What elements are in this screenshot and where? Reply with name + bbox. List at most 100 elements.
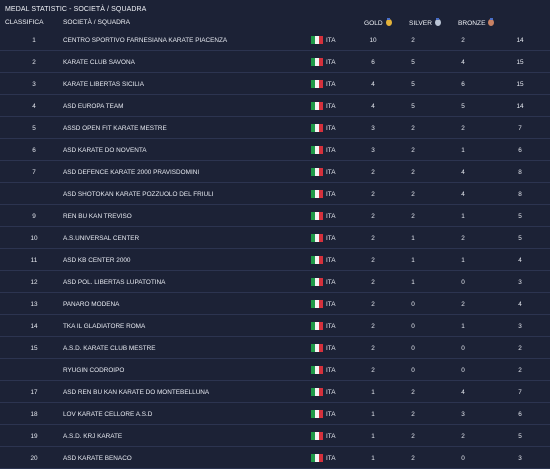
gold-count-cell: 1 — [371, 411, 375, 418]
italy-flag-icon — [311, 410, 323, 418]
nation-cell: ITA — [326, 147, 336, 154]
bronze-count-cell: 3 — [461, 411, 465, 418]
table-row[interactable]: 4 ASD EUROPA TEAM ITA 4 5 5 14 — [0, 95, 550, 117]
italy-flag-icon — [311, 278, 323, 286]
total-count-cell: 8 — [518, 169, 522, 176]
bronze-column-header[interactable]: BRONZE — [458, 18, 495, 27]
table-header: CLASSIFICA SOCIETÀ / SQUADRA GOLD SILVER… — [0, 18, 550, 29]
italy-flag-icon — [311, 124, 323, 132]
silver-count-cell: 1 — [411, 257, 415, 264]
nation-cell: ITA — [326, 81, 336, 88]
table-row[interactable]: 11 ASD KB CENTER 2000 ITA 2 1 1 4 — [0, 249, 550, 271]
team-column-header[interactable]: SOCIETÀ / SQUADRA — [63, 19, 131, 26]
team-name-cell: ASD EUROPA TEAM — [63, 103, 124, 110]
gold-count-cell: 2 — [371, 257, 375, 264]
rank-cell: 14 — [30, 323, 38, 330]
table-row[interactable]: 9 REN BU KAN TREVISO ITA 2 2 1 5 — [0, 205, 550, 227]
italy-flag-icon — [311, 58, 323, 66]
team-name-cell: ASD POL. LIBERTAS LUPATOTINA — [63, 279, 166, 286]
gold-count-cell: 2 — [371, 191, 375, 198]
italy-flag-icon — [311, 234, 323, 242]
gold-count-cell: 3 — [371, 125, 375, 132]
silver-medal-icon — [434, 18, 441, 26]
gold-count-cell: 1 — [371, 433, 375, 440]
team-name-cell: REN BU KAN TREVISO — [63, 213, 132, 220]
table-row[interactable]: 15 A.S.D. KARATE CLUB MESTRE ITA 2 0 0 2 — [0, 337, 550, 359]
page-title: MEDAL STATISTIC - SOCIETÀ / SQUADRA — [5, 6, 147, 13]
nation-cell: ITA — [326, 345, 336, 352]
team-name-cell: ASSD OPEN FIT KARATE MESTRE — [63, 125, 167, 132]
total-count-cell: 3 — [518, 455, 522, 462]
gold-column-header[interactable]: GOLD — [364, 18, 392, 27]
table-row[interactable]: 20 ASD KARATE BENACO ITA 1 2 0 3 — [0, 447, 550, 469]
rank-column-header[interactable]: CLASSIFICA — [5, 19, 44, 26]
silver-count-cell: 0 — [411, 323, 415, 330]
nation-cell: ITA — [326, 257, 336, 264]
total-count-cell: 4 — [518, 301, 522, 308]
nation-cell: ITA — [326, 455, 336, 462]
total-count-cell: 4 — [518, 257, 522, 264]
gold-count-cell: 1 — [371, 389, 375, 396]
rank-cell: 9 — [32, 213, 36, 220]
table-row[interactable]: 12 ASD POL. LIBERTAS LUPATOTINA ITA 2 1 0 3 — [0, 271, 550, 293]
silver-count-cell: 5 — [411, 81, 415, 88]
table-row[interactable]: 19 A.S.D. KRJ KARATE ITA 1 2 2 5 — [0, 425, 550, 447]
table-row[interactable]: ASD SHOTOKAN KARATE POZZUOLO DEL FRIULI I… — [0, 183, 550, 205]
rank-cell: 13 — [30, 301, 38, 308]
table-row[interactable]: 2 KARATE CLUB SAVONA ITA 6 5 4 15 — [0, 51, 550, 73]
team-name-cell: A.S.UNIVERSAL CENTER — [63, 235, 140, 242]
nation-cell: ITA — [326, 191, 336, 198]
silver-count-cell: 1 — [411, 279, 415, 286]
table-row[interactable]: 10 A.S.UNIVERSAL CENTER ITA 2 1 2 5 — [0, 227, 550, 249]
gold-count-cell: 4 — [371, 103, 375, 110]
italy-flag-icon — [311, 168, 323, 176]
italy-flag-icon — [311, 454, 323, 462]
total-count-cell: 2 — [518, 345, 522, 352]
nation-cell: ITA — [326, 279, 336, 286]
rank-cell: 12 — [30, 279, 38, 286]
bronze-count-cell: 4 — [461, 59, 465, 66]
gold-count-cell: 3 — [371, 147, 375, 154]
table-row[interactable]: 13 PANARO MODENA ITA 2 0 2 4 — [0, 293, 550, 315]
bronze-count-cell: 2 — [461, 235, 465, 242]
bronze-count-cell: 5 — [461, 103, 465, 110]
nation-cell: ITA — [326, 37, 336, 44]
nation-cell: ITA — [326, 367, 336, 374]
team-name-cell: ASD DEFENCE KARATE 2000 PRAVISDOMINI — [63, 169, 200, 176]
nation-cell: ITA — [326, 59, 336, 66]
team-name-cell: ASD SHOTOKAN KARATE POZZUOLO DEL FRIULI — [63, 191, 214, 198]
italy-flag-icon — [311, 36, 323, 44]
silver-count-cell: 2 — [411, 213, 415, 220]
italy-flag-icon — [311, 300, 323, 308]
table-row[interactable]: 17 ASD REN BU KAN KARATE DO MONTEBELLUNA I… — [0, 381, 550, 403]
table-row[interactable]: 14 TKA IL GLADIATORE ROMA ITA 2 0 1 3 — [0, 315, 550, 337]
table-row[interactable]: 6 ASD KARATE DO NOVENTA ITA 3 2 1 6 — [0, 139, 550, 161]
team-name-cell: LOV KARATE CELLORE A.S.D — [63, 411, 153, 418]
gold-count-cell: 2 — [371, 323, 375, 330]
table-row[interactable]: 3 KARATE LIBERTAS SICILIA ITA 4 5 6 15 — [0, 73, 550, 95]
silver-column-header[interactable]: SILVER — [409, 18, 441, 27]
silver-count-cell: 2 — [411, 389, 415, 396]
bronze-count-cell: 1 — [461, 323, 465, 330]
gold-count-cell: 2 — [371, 345, 375, 352]
rank-cell: 7 — [32, 169, 36, 176]
silver-count-cell: 2 — [411, 125, 415, 132]
italy-flag-icon — [311, 388, 323, 396]
rank-cell: 20 — [30, 455, 38, 462]
gold-count-cell: 2 — [371, 301, 375, 308]
team-name-cell: RYUGIN CODROIPO — [63, 367, 125, 374]
total-count-cell: 15 — [516, 81, 524, 88]
gold-count-cell: 10 — [369, 37, 377, 44]
rank-cell: 11 — [30, 257, 38, 264]
table-row[interactable]: 5 ASSD OPEN FIT KARATE MESTRE ITA 3 2 2 7 — [0, 117, 550, 139]
silver-count-cell: 2 — [411, 37, 415, 44]
table-row[interactable]: 7 ASD DEFENCE KARATE 2000 PRAVISDOMINI ITA… — [0, 161, 550, 183]
table-row[interactable]: 18 LOV KARATE CELLORE A.S.D ITA 1 2 3 6 — [0, 403, 550, 425]
medal-table: 1 CENTRO SPORTIVO FARNESIANA KARATE PIACE… — [0, 29, 550, 469]
gold-count-cell: 6 — [371, 59, 375, 66]
table-row[interactable]: RYUGIN CODROIPO ITA 2 0 0 2 — [0, 359, 550, 381]
bronze-count-cell: 0 — [461, 367, 465, 374]
bronze-count-cell: 2 — [461, 301, 465, 308]
table-row[interactable]: 1 CENTRO SPORTIVO FARNESIANA KARATE PIACE… — [0, 29, 550, 51]
team-name-cell: KARATE CLUB SAVONA — [63, 59, 135, 66]
